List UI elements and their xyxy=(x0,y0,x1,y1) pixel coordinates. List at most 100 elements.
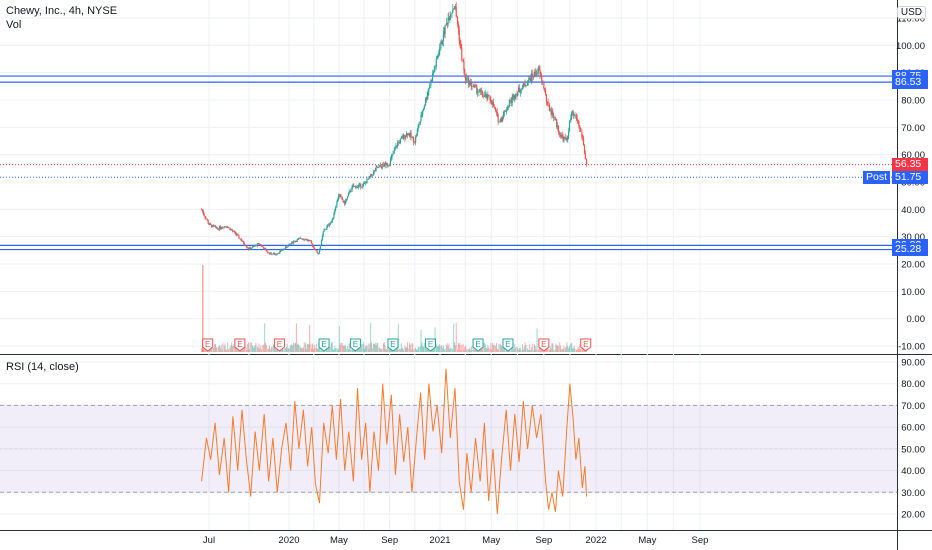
volume-bar xyxy=(467,348,469,352)
candle-body xyxy=(412,137,415,143)
volume-bar xyxy=(383,342,385,352)
candle-body xyxy=(534,71,536,74)
candle-body xyxy=(247,247,249,249)
candle-body xyxy=(527,81,529,86)
candle-body xyxy=(237,234,239,236)
volume-bar xyxy=(289,346,291,352)
candle-body xyxy=(231,229,233,231)
candle-body xyxy=(328,224,330,226)
volume-bar xyxy=(490,342,492,352)
volume-bar xyxy=(313,344,315,352)
volume-bar xyxy=(252,347,254,352)
volume-bar xyxy=(533,344,535,352)
candle-body xyxy=(403,134,405,139)
price-tick-label: 110.00 xyxy=(897,14,925,25)
candle-body xyxy=(253,245,255,247)
volume-bar xyxy=(228,349,230,352)
volume-bar xyxy=(215,347,217,352)
candle-body xyxy=(402,137,404,139)
volume-bar xyxy=(460,349,462,352)
earnings-marker-label: E xyxy=(475,340,480,349)
candle-body xyxy=(312,246,314,247)
volume-bar xyxy=(533,349,535,352)
volume-bar xyxy=(306,344,308,352)
earnings-marker-label: E xyxy=(541,340,546,349)
volume-bar xyxy=(232,344,234,352)
candle-body xyxy=(337,196,340,200)
candle-body xyxy=(422,108,425,112)
price-tick-label: 80.00 xyxy=(901,96,925,107)
volume-bar xyxy=(243,347,245,352)
volume-bar xyxy=(560,349,562,352)
candle-body xyxy=(507,106,509,108)
volume-bar xyxy=(436,346,438,352)
candle-body xyxy=(496,112,498,115)
volume-bar xyxy=(255,342,257,352)
volume-bar xyxy=(294,343,296,352)
currency-button[interactable]: USD xyxy=(896,6,926,19)
volume-bar xyxy=(400,343,402,352)
candle-body xyxy=(299,238,301,239)
volume-bar xyxy=(432,349,434,352)
volume-bar xyxy=(468,349,470,352)
candle-body xyxy=(309,240,311,241)
volume-bar xyxy=(457,349,459,352)
earnings-marker-label: E xyxy=(237,340,242,349)
volume-bar xyxy=(545,348,547,352)
candle-body xyxy=(557,125,559,133)
volume-bar xyxy=(275,348,277,352)
candle-body xyxy=(260,244,262,246)
candle-body xyxy=(452,9,454,13)
earnings-marker xyxy=(580,338,592,352)
candle-body xyxy=(378,166,380,168)
volume-bar xyxy=(528,349,530,352)
candle-body xyxy=(464,70,466,75)
candle-body xyxy=(520,89,522,93)
volume-bar xyxy=(375,345,377,352)
candle-body xyxy=(267,252,270,254)
time-tick-label: May xyxy=(638,535,656,546)
volume-bar xyxy=(262,345,264,352)
candle-body xyxy=(453,8,455,10)
volume-bar xyxy=(307,343,309,352)
candle-body xyxy=(392,153,394,155)
symbol-legend: Chewy, Inc., 4h, NYSE xyxy=(6,5,118,17)
volume-bar xyxy=(274,346,276,352)
volume-bar xyxy=(480,348,482,352)
time-tick-label: May xyxy=(482,535,500,546)
candle-body xyxy=(271,253,273,255)
candle-body xyxy=(553,116,555,118)
candle-body xyxy=(320,239,323,245)
volume-bar xyxy=(529,344,531,352)
volume-bar xyxy=(268,345,270,352)
candle-body xyxy=(396,145,398,147)
candle-body xyxy=(419,121,421,125)
candle-body xyxy=(564,136,566,139)
candle-body xyxy=(231,230,234,232)
candle-body xyxy=(396,142,399,147)
candle-body xyxy=(436,57,438,59)
candle-body xyxy=(545,94,548,102)
candle-body xyxy=(446,23,448,25)
volume-bar xyxy=(452,349,454,352)
volume-bar xyxy=(534,346,536,352)
candle-body xyxy=(353,186,356,187)
candle-body xyxy=(302,238,305,240)
volume-bar xyxy=(380,349,382,352)
volume-bar xyxy=(501,346,503,352)
volume-bar xyxy=(446,343,448,352)
candle-body xyxy=(356,186,359,189)
candle-body xyxy=(234,231,236,232)
candle-body xyxy=(257,243,259,245)
candle-body xyxy=(369,176,371,178)
candle-body xyxy=(315,249,317,251)
volume-bar xyxy=(571,342,573,352)
candle-body xyxy=(211,224,213,227)
candle-body xyxy=(212,225,214,227)
rsi-tick-label: 50.00 xyxy=(901,444,925,455)
time-tick-label: 2021 xyxy=(429,535,450,546)
candle-body xyxy=(555,119,557,121)
candle-body xyxy=(214,225,216,227)
